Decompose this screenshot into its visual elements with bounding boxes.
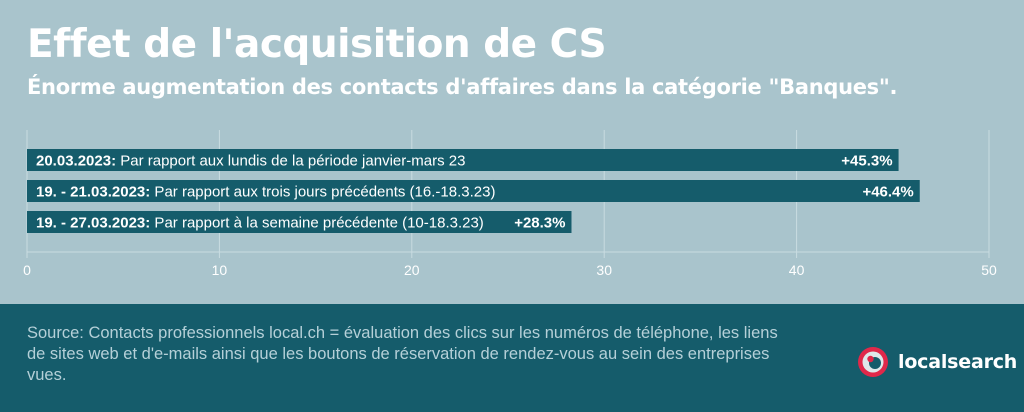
bar-value-label: +46.4% <box>862 184 913 201</box>
bar-value-label: +28.3% <box>514 215 565 232</box>
x-tick-label: 10 <box>212 262 228 278</box>
localsearch-logo: localsearch <box>856 342 1017 382</box>
bar-chart: 0 10 20 30 40 50 20.03.2023: Par rapport aux l… <box>23 130 997 278</box>
footer: Source: Contacts professionnels local.ch… <box>0 304 1024 412</box>
brand-name: localsearch <box>898 351 1018 373</box>
bar <box>27 180 920 202</box>
x-tick-label: 50 <box>981 262 997 278</box>
bar-category-label: 19. - 27.03.2023: Par rapport à la semai… <box>36 215 484 232</box>
x-tick-label: 40 <box>789 262 805 278</box>
chart-subtitle: Énorme augmentation des contacts d'affai… <box>27 75 898 99</box>
bar-value-label: +45.3% <box>841 153 892 170</box>
bar-category-label: 20.03.2023: Par rapport aux lundis de la… <box>36 153 465 170</box>
x-tick-label: 30 <box>596 262 612 278</box>
chart-title: Effet de l'acquisition de CS <box>27 22 607 67</box>
localsearch-logo-icon <box>858 347 888 377</box>
bar <box>27 211 572 233</box>
bar <box>27 149 899 171</box>
x-tick-label: 20 <box>404 262 420 278</box>
source-note: Source: Contacts professionnels local.ch… <box>27 324 778 384</box>
bar-category-label: 19. - 21.03.2023: Par rapport aux trois … <box>36 184 495 201</box>
x-tick-label: 0 <box>23 262 31 278</box>
